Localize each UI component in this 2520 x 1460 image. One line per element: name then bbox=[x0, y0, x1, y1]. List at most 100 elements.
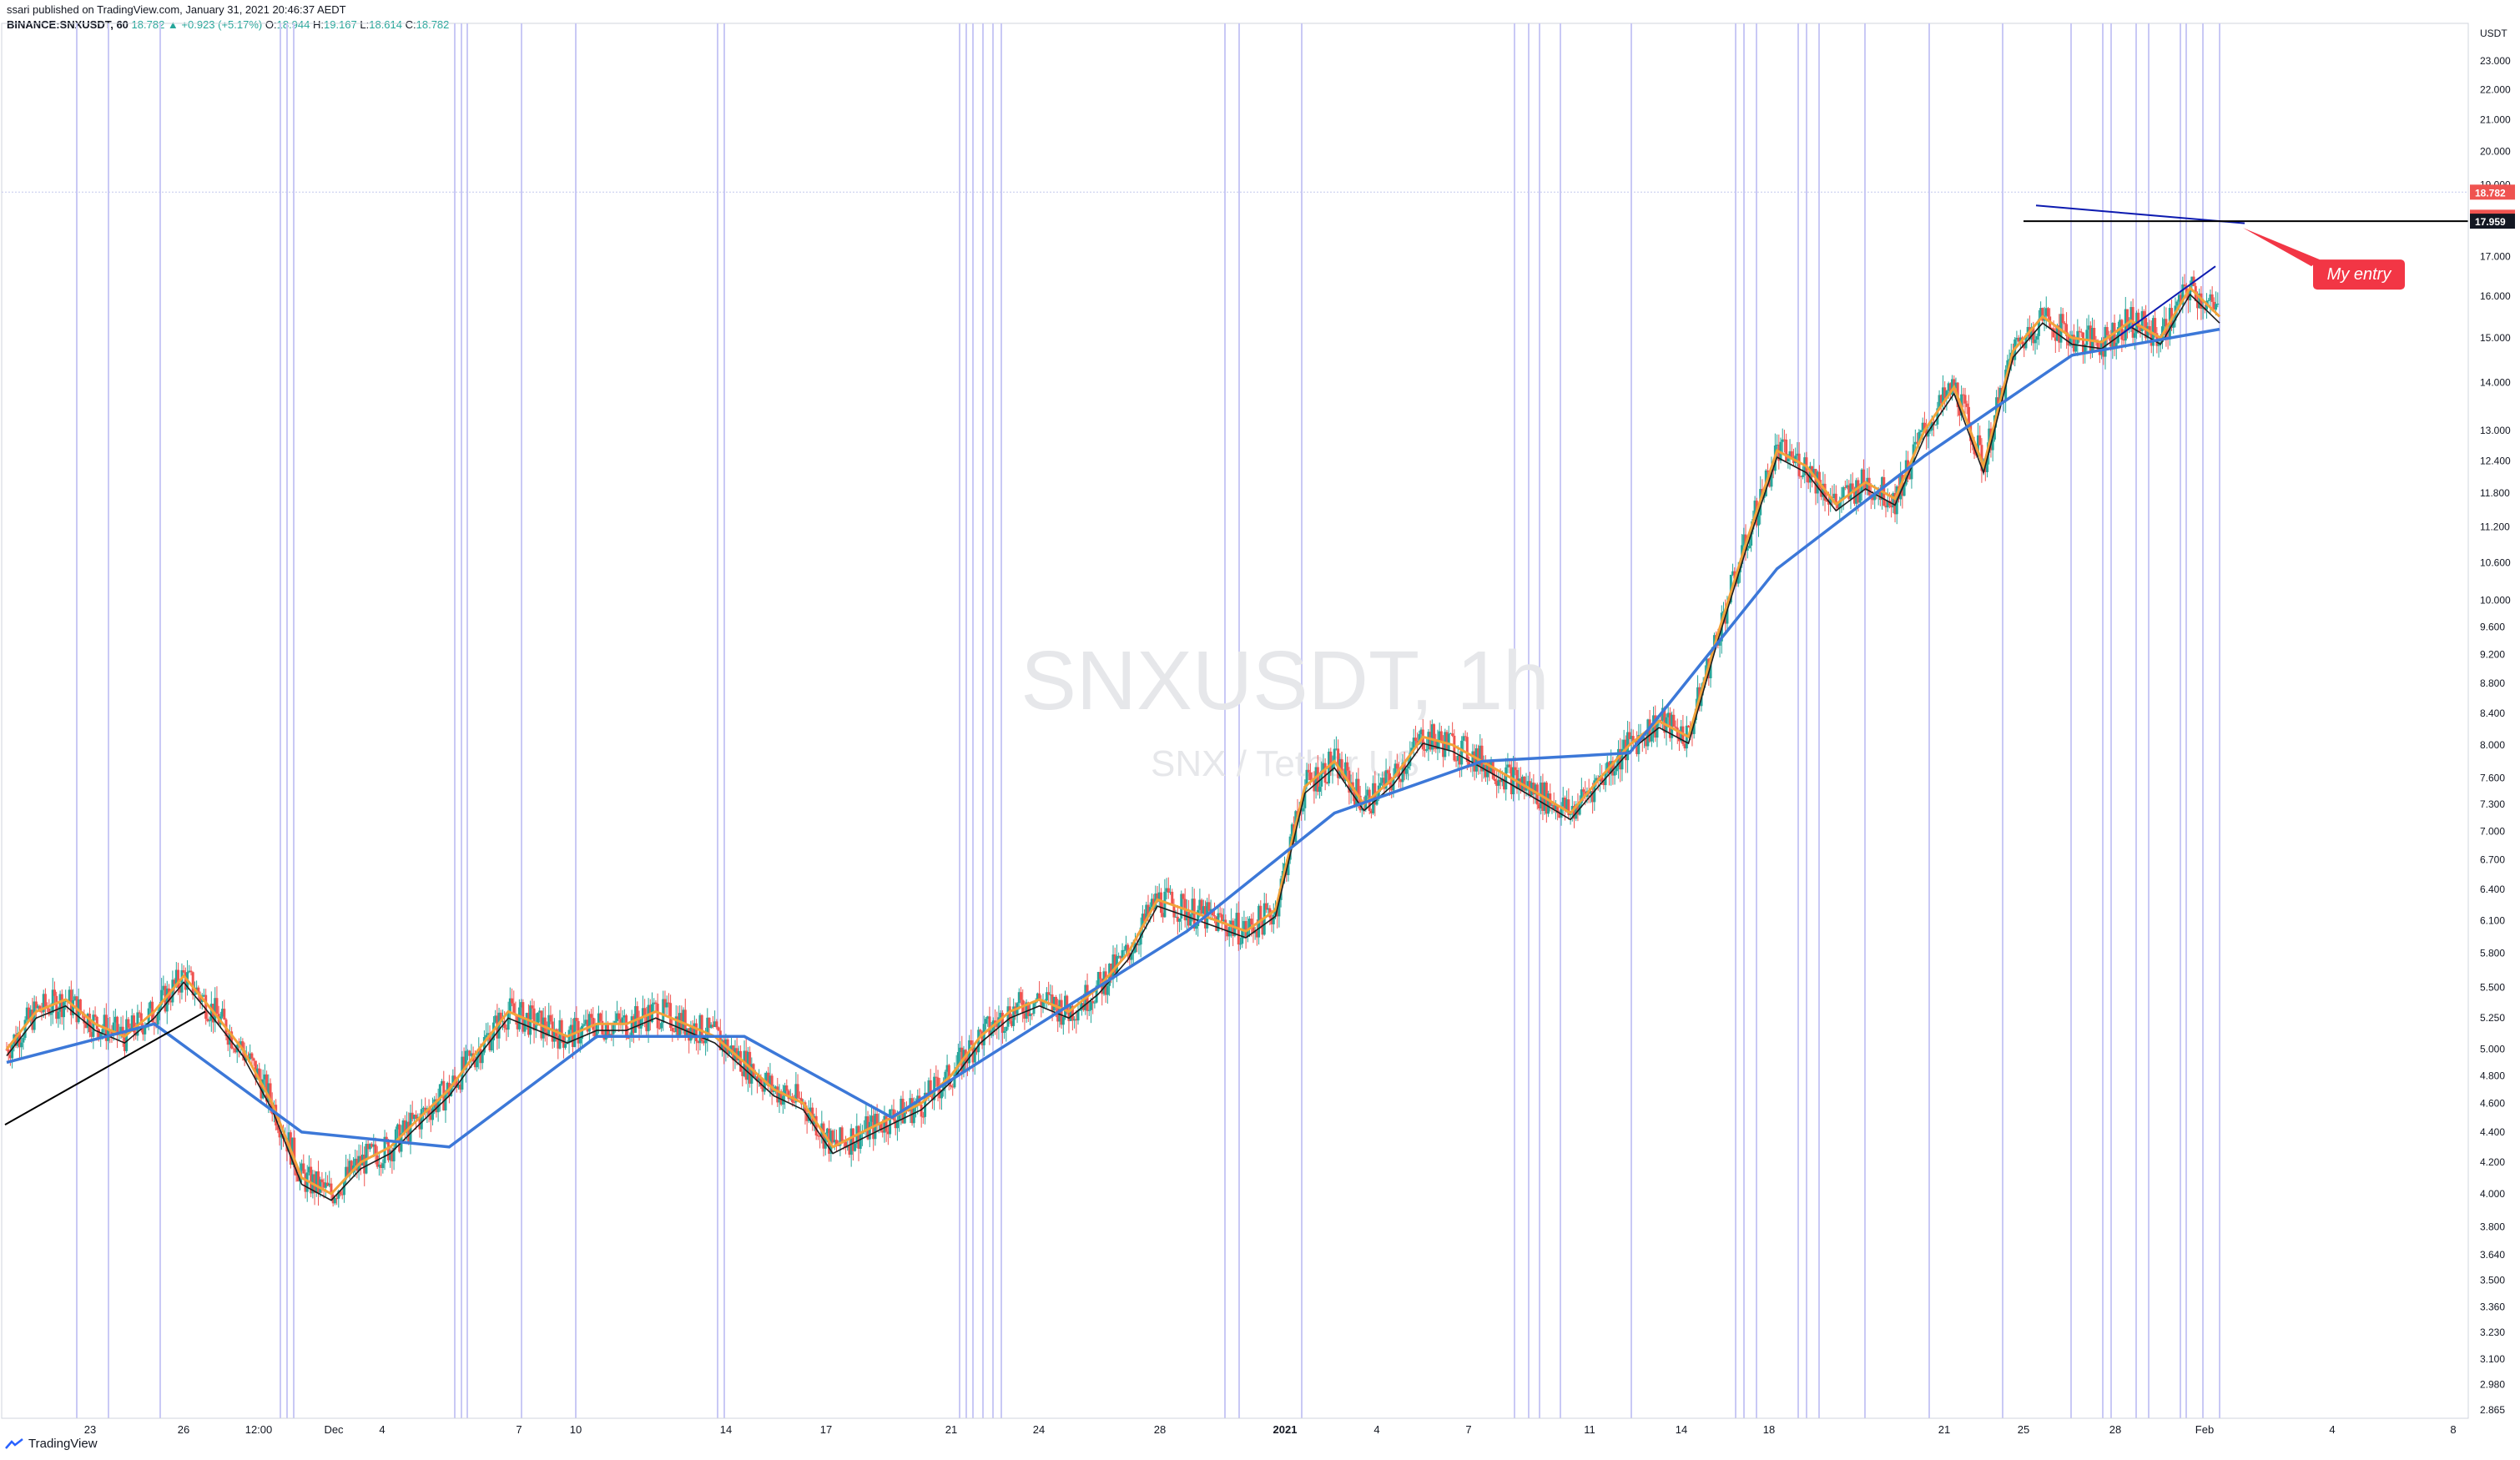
candle-body bbox=[1167, 888, 1170, 893]
candle-body bbox=[1573, 806, 1575, 819]
candle-body bbox=[1091, 1000, 1095, 1004]
candle-body bbox=[1753, 501, 1756, 520]
candle-body bbox=[2198, 293, 2201, 309]
candle-body bbox=[412, 1115, 416, 1120]
candle-body bbox=[2041, 308, 2044, 321]
candle-body bbox=[1308, 772, 1312, 781]
candle-body bbox=[1829, 497, 1832, 505]
time-tick-label: 26 bbox=[178, 1423, 189, 1436]
candle-body bbox=[542, 1017, 545, 1039]
candle-body bbox=[1150, 899, 1153, 908]
candle-body bbox=[636, 1006, 639, 1020]
candle-body bbox=[459, 1084, 462, 1090]
candle-body bbox=[1787, 459, 1790, 461]
footer-brand[interactable]: TradingView bbox=[28, 1437, 98, 1451]
candle-body bbox=[569, 1025, 572, 1030]
ohlc-low-label: L: bbox=[360, 18, 370, 31]
candle-body bbox=[1178, 918, 1182, 922]
candle-body bbox=[1456, 755, 1459, 761]
candle-body bbox=[695, 1023, 698, 1042]
candle-body bbox=[1858, 492, 1862, 503]
candle-body bbox=[779, 1090, 783, 1105]
ma-medium-line bbox=[5, 285, 2221, 1196]
ohlc-open-label: O: bbox=[265, 18, 277, 31]
candle-body bbox=[1106, 985, 1109, 995]
candle-body bbox=[302, 1163, 305, 1174]
candle-body bbox=[1171, 891, 1174, 905]
candle-body bbox=[250, 1053, 254, 1059]
candle-body bbox=[2200, 293, 2203, 310]
candle-body bbox=[1445, 732, 1449, 751]
candle-body bbox=[1061, 1016, 1065, 1025]
candle-body bbox=[2050, 328, 2054, 330]
candle-body bbox=[473, 1061, 476, 1068]
candle-body bbox=[1066, 995, 1069, 1013]
candle-body bbox=[1267, 908, 1270, 910]
candle-body bbox=[1506, 764, 1509, 768]
candle-body bbox=[1172, 904, 1176, 918]
symbol-label[interactable]: BINANCE:SNXUSDT, 60 bbox=[7, 18, 129, 31]
candle-body bbox=[55, 995, 58, 1019]
candle-body bbox=[945, 1065, 949, 1072]
candle-body bbox=[739, 1050, 743, 1072]
ma-slow-line bbox=[6, 327, 2220, 1149]
time-tick-label: 8 bbox=[2450, 1423, 2456, 1436]
candle-body bbox=[1495, 781, 1499, 786]
candle-body bbox=[169, 1000, 173, 1003]
candle-body bbox=[1561, 798, 1565, 807]
candle-body bbox=[42, 994, 45, 1013]
candle-body bbox=[599, 1013, 602, 1021]
candle-body bbox=[1307, 769, 1310, 773]
candle-body bbox=[1383, 778, 1386, 789]
candle-body bbox=[1454, 760, 1458, 762]
candle-body bbox=[8, 1055, 12, 1059]
candle-body bbox=[769, 1075, 772, 1086]
candle-body bbox=[494, 1015, 497, 1023]
candle-body bbox=[429, 1115, 432, 1120]
candle-body bbox=[1736, 572, 1740, 584]
candle-body bbox=[1451, 733, 1454, 736]
candle-body bbox=[582, 1024, 586, 1026]
candle-body bbox=[619, 1019, 622, 1025]
candle-body bbox=[1600, 776, 1604, 783]
candle-body bbox=[86, 1014, 89, 1029]
candle-body bbox=[587, 1014, 591, 1032]
candle-body bbox=[839, 1127, 842, 1146]
candle-body bbox=[316, 1171, 320, 1193]
candle-body bbox=[1124, 944, 1127, 950]
candle-body bbox=[1812, 468, 1816, 477]
candle-body bbox=[381, 1163, 385, 1168]
candle-body bbox=[1276, 908, 1279, 917]
time-tick-label: 18 bbox=[1763, 1423, 1775, 1436]
candle-body bbox=[859, 1133, 862, 1149]
price-tick-label: 7.600 bbox=[2480, 773, 2505, 784]
candle-body bbox=[1189, 914, 1192, 926]
candle-body bbox=[765, 1072, 769, 1081]
candle-body bbox=[1750, 529, 1753, 546]
candle-body bbox=[527, 1013, 530, 1035]
candle-body bbox=[386, 1140, 390, 1160]
candle-body bbox=[1948, 383, 1952, 395]
candle-body bbox=[977, 1030, 980, 1053]
candle-body bbox=[638, 1019, 641, 1029]
candle-body bbox=[396, 1124, 400, 1130]
candle-body bbox=[708, 1017, 711, 1028]
candle-body bbox=[1071, 1005, 1074, 1021]
candle-body bbox=[462, 1056, 466, 1070]
candle-body bbox=[1314, 767, 1318, 792]
candle-body bbox=[886, 1131, 890, 1135]
candle-body bbox=[285, 1138, 289, 1152]
candle-body bbox=[2109, 335, 2113, 347]
candle-body bbox=[1381, 778, 1384, 783]
candle-body bbox=[759, 1078, 763, 1087]
candle-body bbox=[962, 1050, 965, 1074]
price-tick-label: 4.800 bbox=[2480, 1070, 2505, 1081]
candle-body bbox=[307, 1166, 310, 1173]
candle-body bbox=[1045, 992, 1048, 1001]
candle-body bbox=[232, 1048, 235, 1050]
price-tick-label: 8.000 bbox=[2480, 739, 2505, 751]
candle-body bbox=[359, 1155, 362, 1166]
candle-body bbox=[1174, 916, 1177, 918]
candle-body bbox=[2154, 318, 2157, 334]
